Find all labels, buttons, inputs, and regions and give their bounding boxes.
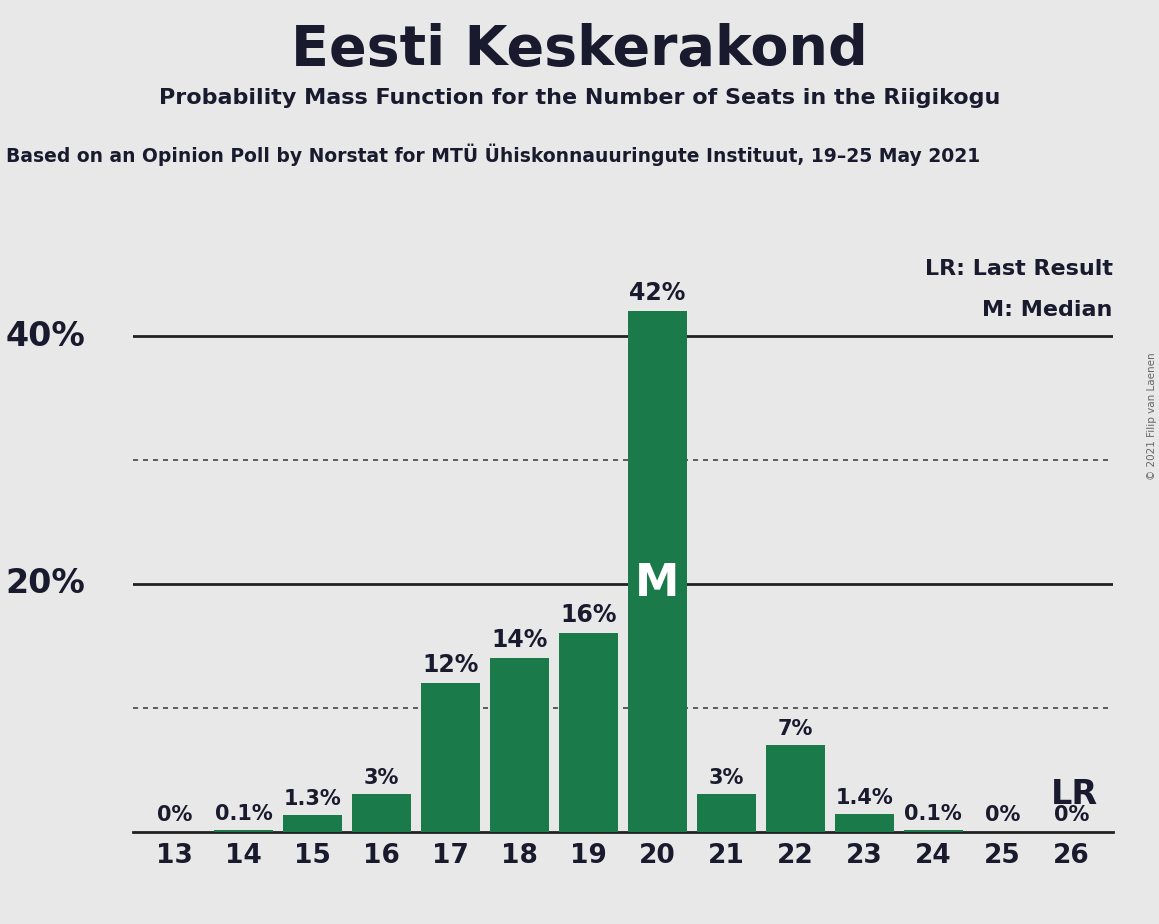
- Bar: [766, 745, 825, 832]
- Text: 1.4%: 1.4%: [836, 788, 894, 808]
- Bar: [352, 795, 411, 832]
- Text: LR: LR: [1051, 778, 1099, 811]
- Text: 3%: 3%: [364, 768, 399, 788]
- Bar: [283, 816, 342, 832]
- Bar: [421, 683, 480, 832]
- Text: Probability Mass Function for the Number of Seats in the Riigikogu: Probability Mass Function for the Number…: [159, 88, 1000, 108]
- Text: Eesti Keskerakond: Eesti Keskerakond: [291, 23, 868, 77]
- Bar: [559, 634, 618, 832]
- Text: 7%: 7%: [778, 719, 814, 738]
- Text: 40%: 40%: [6, 320, 86, 353]
- Text: 12%: 12%: [422, 652, 479, 676]
- Text: 0.1%: 0.1%: [214, 804, 272, 824]
- Bar: [697, 795, 756, 832]
- Text: 3%: 3%: [708, 768, 744, 788]
- Text: 20%: 20%: [6, 567, 86, 601]
- Text: M: M: [635, 563, 679, 605]
- Bar: [904, 831, 963, 832]
- Text: 42%: 42%: [629, 281, 686, 305]
- Text: 0%: 0%: [985, 806, 1020, 825]
- Text: 0%: 0%: [1054, 806, 1089, 825]
- Bar: [214, 831, 274, 832]
- Text: © 2021 Filip van Laenen: © 2021 Filip van Laenen: [1146, 352, 1157, 480]
- Text: 0%: 0%: [156, 806, 192, 825]
- Bar: [490, 658, 549, 832]
- Text: M: Median: M: Median: [983, 300, 1113, 321]
- Bar: [834, 814, 894, 832]
- Text: 1.3%: 1.3%: [284, 789, 342, 809]
- Bar: [628, 311, 687, 832]
- Text: LR: Last Result: LR: Last Result: [925, 259, 1113, 279]
- Text: Based on an Opinion Poll by Norstat for MTÜ Ühiskonnauuringute Instituut, 19–25 : Based on an Opinion Poll by Norstat for …: [6, 143, 979, 165]
- Text: 16%: 16%: [560, 603, 617, 627]
- Text: 0.1%: 0.1%: [904, 804, 962, 824]
- Text: 14%: 14%: [491, 628, 548, 652]
